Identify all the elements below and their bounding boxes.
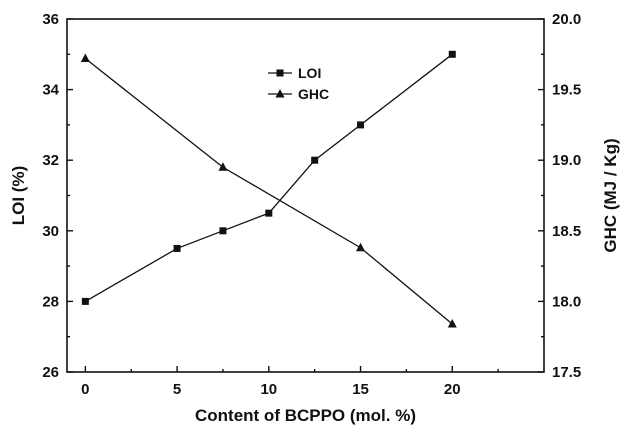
y2-tick-label: 17.5 [552,364,581,381]
ghc-legend-label: GHC [298,86,329,102]
y-axis-ticks: 26 28 30 32 34 36 [42,11,73,381]
ghc-data-point [356,242,366,252]
y2-tick-label: 19.5 [552,82,581,99]
y-tick-label: 28 [42,293,59,310]
legend: LOI GHC [268,65,329,102]
y2-tick-label: 18.0 [552,293,581,310]
loi-legend-label: LOI [298,65,321,81]
x-tick-label: 20 [444,381,461,398]
loi-data-point [173,244,181,252]
x-axis-title: Content of BCPPO (mol. %) [195,406,416,425]
loi-data-point [81,297,89,305]
loi-data-point [357,121,365,129]
ghc-data-point [447,318,457,328]
ghc-legend-marker [275,89,285,98]
x-tick-label: 10 [260,381,277,398]
y2-tick-label: 18.5 [552,223,581,240]
y-tick-label: 34 [42,82,59,99]
loi-series-line [85,53,453,302]
loi-data-point [448,50,456,58]
loi-data-point [219,227,227,235]
y2-axis-ticks: 17.5 18.0 18.5 19.0 19.5 20.0 [538,11,581,381]
y-axis-title: LOI (%) [9,166,28,226]
loi-data-point [265,209,273,217]
x-tick-label: 5 [173,381,181,398]
x-axis-ticks: 0 5 10 15 20 [81,366,499,398]
x-tick-label: 0 [81,381,89,398]
y-tick-label: 30 [42,223,59,240]
y2-tick-label: 20.0 [552,11,581,28]
ghc-data-point [80,53,90,63]
y2-axis-title: GHC (MJ / Kg) [601,138,620,252]
x-tick-label: 15 [352,381,369,398]
ghc-data-point [218,162,228,171]
y-tick-label: 32 [42,152,59,169]
y-tick-label: 36 [42,11,59,28]
series-layer [80,50,457,328]
ghc-series-line [84,58,453,325]
y-tick-label: 26 [42,364,59,381]
y2-tick-label: 19.0 [552,152,581,169]
loi-legend-marker [276,69,284,77]
loi-data-point [311,156,319,164]
